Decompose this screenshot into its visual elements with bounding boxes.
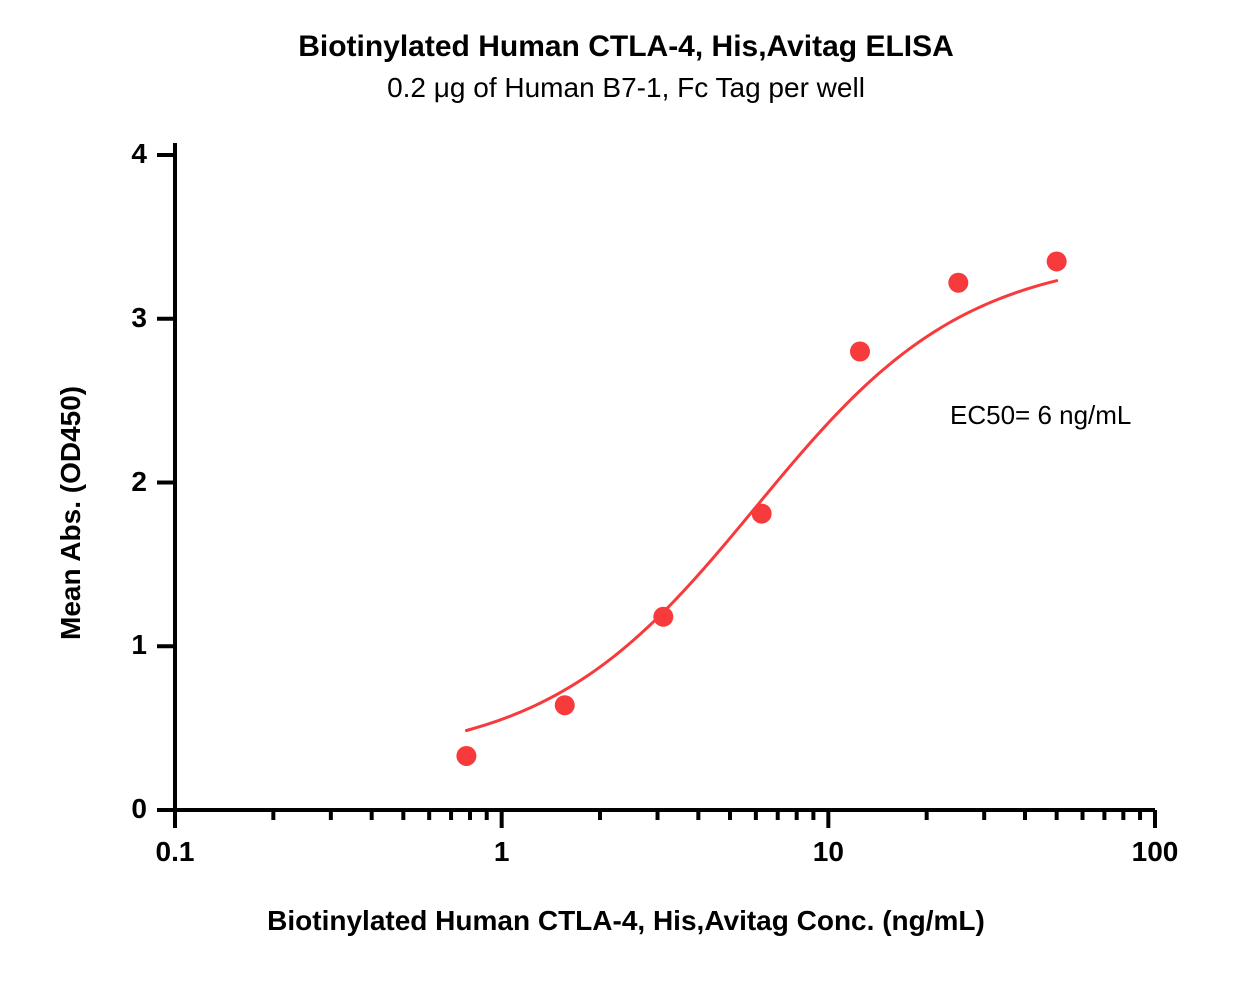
y-tick-label: 1 bbox=[131, 629, 147, 661]
data-point bbox=[456, 746, 476, 766]
axis-lines bbox=[175, 143, 1155, 810]
data-point bbox=[1047, 251, 1067, 271]
y-tick-label: 4 bbox=[131, 138, 147, 170]
y-tick-label: 2 bbox=[131, 466, 147, 498]
data-point bbox=[850, 342, 870, 362]
x-tick-label: 10 bbox=[788, 836, 868, 868]
y-tick-label: 0 bbox=[131, 793, 147, 825]
x-tick-label: 0.1 bbox=[135, 836, 215, 868]
data-point bbox=[752, 504, 772, 524]
y-tick-label: 3 bbox=[131, 302, 147, 334]
x-tick-label: 1 bbox=[462, 836, 542, 868]
data-point bbox=[653, 607, 673, 627]
x-tick-label: 100 bbox=[1115, 836, 1195, 868]
data-point bbox=[555, 695, 575, 715]
data-point bbox=[948, 273, 968, 293]
chart-svg bbox=[0, 0, 1252, 981]
chart-container: Biotinylated Human CTLA-4, His,Avitag EL… bbox=[0, 0, 1252, 981]
